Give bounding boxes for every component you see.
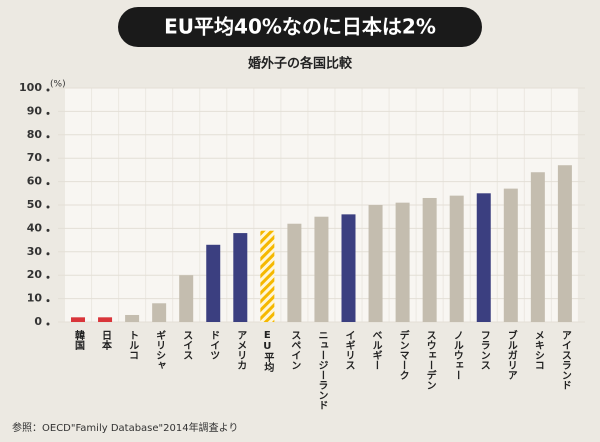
x-tick-label: メキシコ [532,330,544,370]
tick-dot [46,299,50,303]
y-tick-label: 20 [27,268,43,281]
y-tick-label: 70 [27,151,43,164]
bar [530,172,545,322]
tick-dot [46,205,50,209]
tick-dot [46,182,50,186]
y-tick-label: 60 [27,175,43,188]
bar [260,230,275,322]
bar [503,188,518,322]
y-tick-label: 0 [34,315,42,328]
bar [395,202,410,322]
y-tick-label: 40 [27,221,43,234]
x-tick-label: トルコ [127,330,139,360]
bar [206,244,221,322]
chart-subtitle: 婚外子の各国比較 [248,56,353,72]
y-tick-label: 10 [27,292,43,305]
tick-dot [46,111,50,115]
bar [557,165,572,322]
y-tick-label: 50 [27,198,43,211]
x-tick-label: アイスランド [559,330,571,390]
bar [98,317,113,322]
x-tick-label: ギリシャ [154,329,166,370]
x-tick-label: 韓国 [73,329,85,351]
x-tick-label: アメリカ [235,330,247,370]
bar [125,314,140,322]
tick-dot [46,322,50,326]
title-pill [118,7,482,47]
bar [287,223,302,322]
x-tick-label: スイス [181,330,193,360]
bar [71,317,85,322]
bar [341,214,356,322]
bar [314,216,329,322]
y-unit: (%) [50,80,66,90]
x-tick-label: ノルウェー [451,330,463,380]
source-note: 参照：OECD"Family Database"2014年調査より [12,421,238,434]
x-tick-label: スペイン [289,330,301,370]
x-tick-label: ベルギー [370,330,382,370]
tick-dot [46,275,50,279]
bar [179,275,194,322]
y-tick-label: 90 [27,104,43,117]
x-tick-label: ブルガリア [505,329,517,380]
bar [422,197,437,322]
x-tick-label: デンマーク [397,329,409,380]
y-tick-label: 80 [27,128,43,141]
x-tick-label: フランス [478,330,490,370]
x-tick-label: ニュージーランド [316,330,328,410]
y-tick-label: 30 [27,245,43,258]
x-tick-label: ドイツ [208,330,220,360]
y-tick-label: 100 [19,81,42,94]
tick-dot [46,228,50,232]
bar [476,193,491,322]
x-tick-label: イギリス [343,330,355,370]
chart-title: EU平均40%なのに日本は2% [164,15,436,39]
tick-dot [46,135,50,139]
bar [449,195,464,322]
x-tick-label: EU平均 [262,330,274,373]
x-tick-label: スウェーデン [424,330,436,390]
tick-dot [46,88,50,92]
x-tick-label: 日本 [100,330,112,351]
tick-dot [46,158,50,162]
bar [152,303,167,322]
tick-dot [46,252,50,256]
bar [368,205,383,322]
bar [233,233,248,322]
